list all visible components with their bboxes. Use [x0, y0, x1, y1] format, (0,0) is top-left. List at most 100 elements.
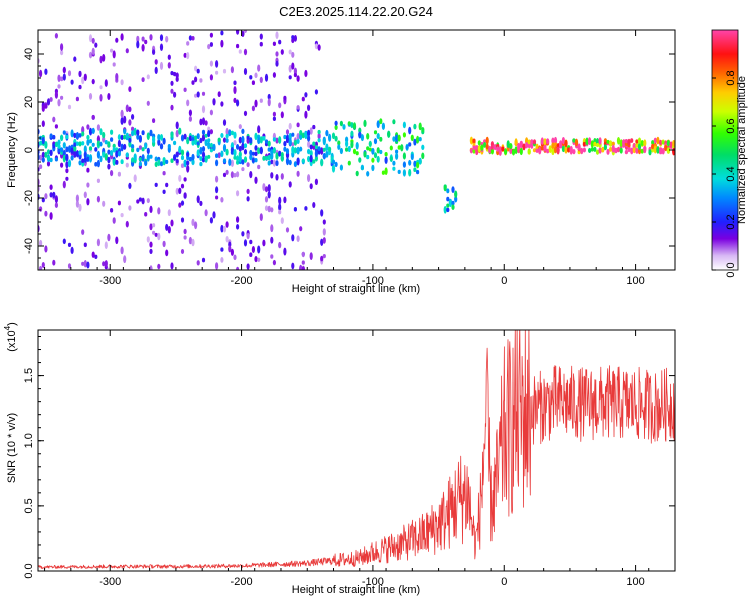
spectrogram-cell — [78, 160, 82, 166]
spectrogram-cell — [233, 254, 237, 261]
spectrogram-cell — [120, 79, 124, 86]
spectrogram-cell — [104, 260, 108, 268]
spectrogram-cell — [159, 43, 164, 51]
spectrogram-cell — [154, 182, 158, 187]
spectrogram-cell — [96, 124, 100, 131]
spectrogram-cell — [159, 61, 164, 70]
spectrogram-cell — [123, 115, 127, 124]
spectrogram-cell — [522, 143, 526, 151]
spectrogram-cell — [170, 158, 174, 163]
spectrogram-cell — [123, 143, 127, 150]
spectrogram-cell — [81, 229, 85, 235]
spectrogram-cell — [283, 247, 287, 256]
spectrogram-cell — [225, 169, 229, 175]
spectrogram-cell — [275, 51, 279, 57]
spectrogram-cell — [180, 155, 185, 161]
spectrogram-cell — [110, 48, 114, 53]
spectrogram-cell — [112, 62, 116, 67]
spectrogram-cell — [309, 127, 313, 135]
spectrogram-cell — [275, 31, 279, 39]
colorbar-gradient — [711, 29, 739, 271]
spectrogram-cell — [115, 150, 119, 158]
spectrogram-cell — [65, 176, 69, 181]
spectrogram-cell — [209, 32, 213, 38]
spectrogram-cell — [54, 195, 59, 204]
spectrogram-cell — [569, 145, 573, 153]
spectrogram-cell — [191, 238, 195, 247]
spectrogram-cell — [304, 110, 308, 119]
spectrogram-cell — [86, 124, 90, 130]
spectrogram-cell — [41, 262, 45, 268]
spectrogram-cell — [201, 133, 206, 142]
spectrogram-cell — [238, 124, 242, 130]
spectrogram-cell — [278, 150, 282, 157]
spectrogram-cell — [191, 159, 195, 166]
spectrogram-cell — [309, 144, 313, 150]
spectrogram-cell — [640, 140, 644, 146]
spectrogram-cell — [170, 88, 174, 94]
spectrogram-cell — [236, 30, 240, 35]
spectrogram-cell — [241, 231, 245, 237]
spectrogram-cell — [128, 205, 132, 211]
spectrogram-cell — [659, 150, 663, 155]
spectrogram-cell — [317, 138, 321, 143]
spectrogram-cell — [196, 91, 200, 98]
spectrogram-cell — [149, 265, 153, 270]
spectrogram-cell — [278, 102, 282, 109]
spectrogram-cell — [611, 141, 615, 146]
spectrogram-cell — [44, 245, 48, 253]
spectrogram-cell — [112, 217, 116, 224]
spectrogram-cell — [278, 241, 282, 249]
spectrogram-cell — [243, 239, 248, 247]
spectrogram-cell — [257, 245, 261, 254]
spectrogram-y-tick-label: -20 — [23, 190, 35, 206]
spectrogram-cell — [107, 233, 111, 242]
spectrogram-cell — [635, 143, 639, 148]
spectrogram-cell — [167, 209, 171, 217]
spectrogram-cell — [368, 140, 372, 147]
spectrogram-cell — [104, 241, 108, 249]
spectrogram-cell — [215, 70, 219, 75]
spectrogram-cell — [107, 163, 111, 170]
spectrogram-cell — [149, 248, 153, 254]
spectrogram-cell — [283, 134, 287, 140]
spectrogram-cell — [236, 160, 240, 165]
spectrogram-cell — [44, 141, 48, 149]
spectrogram-cell — [67, 104, 72, 110]
spectrogram-cell — [469, 136, 473, 145]
spectrogram-cell — [44, 193, 48, 200]
spectrogram-cell — [376, 133, 380, 140]
spectrogram-cell — [167, 54, 171, 60]
spectrogram-cell — [86, 261, 90, 269]
spectrogram-cell — [46, 161, 51, 167]
spectrogram-y-tick-label: 20 — [23, 96, 35, 108]
spectrogram-cell — [307, 129, 311, 137]
snr-y-tick-label: 0.0 — [23, 563, 35, 578]
spectrogram-cell — [207, 141, 211, 150]
spectrogram-cell — [57, 148, 61, 153]
spectrogram-cell — [220, 197, 224, 203]
spectrogram-cell — [272, 111, 276, 117]
spectrogram-cell — [186, 41, 190, 46]
spectrogram-cell — [397, 169, 401, 174]
spectrogram-cell — [99, 128, 103, 136]
spectrogram-cell — [138, 197, 142, 202]
spectrogram-cell — [373, 152, 378, 159]
spectrogram-cell — [222, 158, 227, 164]
spectrogram-cell — [640, 148, 644, 154]
spectrogram-cell — [598, 147, 602, 154]
spectrogram-cell — [188, 35, 192, 41]
spectrogram-cell — [75, 194, 79, 203]
spectrogram-cell — [180, 217, 185, 223]
spectrogram-cell — [395, 152, 399, 160]
spectrogram-cell — [381, 170, 385, 175]
spectrogram-cell — [186, 52, 190, 60]
spectrogram-cell — [165, 182, 169, 188]
spectrogram-cell — [167, 144, 171, 149]
spectrogram-cell — [52, 134, 56, 140]
spectrogram-cell — [188, 116, 192, 122]
spectrogram-cell — [408, 142, 412, 147]
spectrogram-cell — [259, 213, 263, 222]
spectrogram-cell — [125, 48, 129, 54]
spectrogram-cell — [222, 225, 227, 233]
